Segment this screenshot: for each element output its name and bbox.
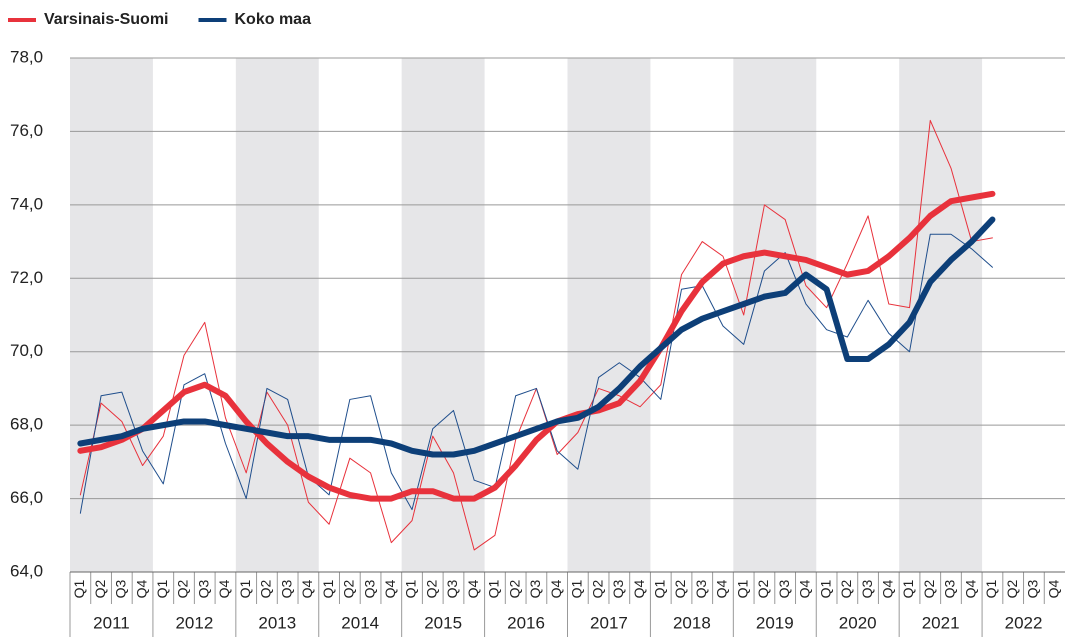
year-label: 2018 [673, 613, 711, 632]
x-tick-label: Q1 [71, 579, 87, 598]
x-tick-label: Q3 [278, 579, 294, 598]
year-label: 2017 [590, 613, 628, 632]
x-tick-label: Q3 [444, 579, 460, 598]
year-band [70, 58, 153, 572]
y-tick-label: 76,0 [10, 121, 43, 140]
x-tick-label: Q1 [983, 579, 999, 598]
x-tick-label: Q4 [631, 579, 647, 598]
series-line [79, 119, 993, 551]
legend-label: Varsinais-Suomi [44, 11, 169, 28]
x-tick-label: Q2 [921, 579, 937, 598]
y-tick-label: 64,0 [10, 561, 43, 580]
x-tick-label: Q3 [361, 579, 377, 598]
x-tick-label: Q1 [403, 579, 419, 598]
year-band [733, 58, 817, 572]
y-tick-label: 68,0 [10, 415, 43, 434]
year-label: 2012 [175, 613, 213, 632]
year-label: 2013 [258, 613, 296, 632]
x-tick-label: Q4 [880, 579, 896, 598]
legend-label: Koko maa [235, 11, 312, 28]
x-tick-label: Q3 [1025, 579, 1041, 598]
x-tick-label: Q1 [734, 579, 750, 598]
series-line [77, 216, 996, 458]
x-tick-label: Q1 [237, 579, 253, 598]
x-tick-label: Q4 [382, 579, 398, 598]
x-tick-label: Q2 [92, 579, 108, 598]
x-tick-label: Q2 [258, 579, 274, 598]
x-tick-label: Q4 [299, 579, 315, 598]
x-tick-label: Q4 [714, 579, 730, 598]
y-tick-label: 66,0 [10, 488, 43, 507]
year-band [235, 58, 319, 572]
year-label: 2015 [424, 613, 462, 632]
x-tick-label: Q1 [651, 579, 667, 598]
x-tick-label: Q4 [216, 579, 232, 598]
x-tick-label: Q2 [341, 579, 357, 598]
x-tick-label: Q2 [838, 579, 854, 598]
x-tick-label: Q1 [817, 579, 833, 598]
x-tick-label: Q3 [942, 579, 958, 598]
x-tick-label: Q4 [797, 579, 813, 598]
x-tick-label: Q3 [610, 579, 626, 598]
x-tick-label: Q4 [962, 579, 978, 598]
x-tick-label: Q2 [672, 579, 688, 598]
year-label: 2016 [507, 613, 545, 632]
year-label: 2011 [93, 613, 130, 632]
x-tick-label: Q1 [154, 579, 170, 598]
y-tick-label: 72,0 [10, 268, 43, 287]
year-label: 2021 [922, 613, 960, 632]
x-tick-label: Q2 [755, 579, 771, 598]
year-label: 2019 [756, 613, 794, 632]
year-band [567, 58, 651, 572]
year-band [401, 58, 485, 572]
x-tick-label: Q3 [693, 579, 709, 598]
y-tick-label: 70,0 [10, 341, 43, 360]
x-tick-label: Q2 [506, 579, 522, 598]
x-tick-label: Q3 [776, 579, 792, 598]
x-tick-label: Q1 [320, 579, 336, 598]
y-tick-label: 78,0 [10, 47, 43, 66]
y-tick-label: 74,0 [10, 194, 43, 213]
x-tick-label: Q2 [1004, 579, 1020, 598]
x-tick-label: Q3 [113, 579, 129, 598]
x-tick-label: Q1 [900, 579, 916, 598]
x-tick-label: Q4 [133, 579, 149, 598]
year-label: 2014 [341, 613, 379, 632]
x-tick-label: Q2 [589, 579, 605, 598]
year-label: 2020 [839, 613, 877, 632]
x-tick-label: Q2 [423, 579, 439, 598]
x-tick-label: Q4 [465, 579, 481, 598]
x-tick-label: Q3 [527, 579, 543, 598]
x-tick-label: Q3 [195, 579, 211, 598]
x-tick-label: Q1 [569, 579, 585, 598]
x-tick-label: Q4 [548, 579, 564, 598]
year-label: 2022 [1005, 613, 1043, 632]
x-tick-label: Q2 [175, 579, 191, 598]
x-tick-label: Q1 [486, 579, 502, 598]
x-tick-label: Q3 [859, 579, 875, 598]
x-tick-label: Q4 [1045, 579, 1061, 598]
series-line [77, 190, 996, 502]
